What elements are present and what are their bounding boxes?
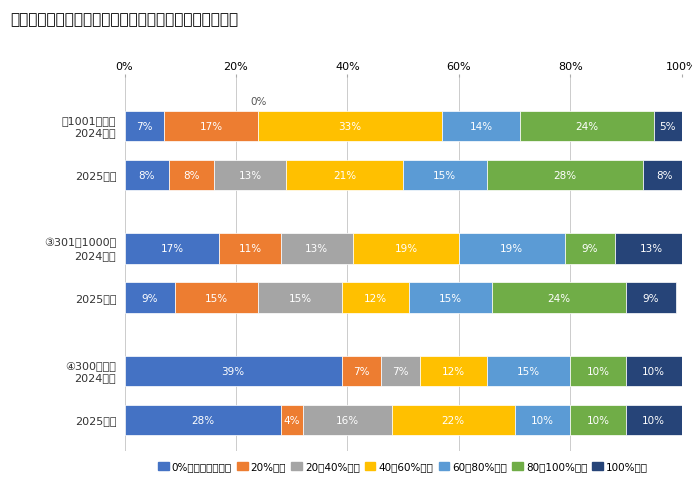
Bar bbox=[280, 233, 353, 264]
Text: 13%: 13% bbox=[639, 244, 662, 254]
Bar bbox=[565, 233, 614, 264]
Bar bbox=[342, 283, 409, 313]
Bar bbox=[353, 233, 459, 264]
Text: 28%: 28% bbox=[191, 415, 214, 425]
Text: ④300名以下
2024年卒: ④300名以下 2024年卒 bbox=[65, 360, 116, 383]
Bar bbox=[486, 160, 643, 191]
Text: 22%: 22% bbox=[441, 415, 465, 425]
Bar bbox=[174, 283, 258, 313]
Bar bbox=[258, 283, 342, 313]
Text: 28%: 28% bbox=[553, 170, 576, 180]
Bar bbox=[459, 233, 565, 264]
Text: 21%: 21% bbox=[333, 170, 356, 180]
Text: ［図表１３］採用計画に対する内定者充足率の前年比較: ［図表１３］採用計画に対する内定者充足率の前年比較 bbox=[10, 13, 239, 28]
Text: 2025年卒: 2025年卒 bbox=[75, 293, 116, 303]
Bar bbox=[125, 111, 163, 142]
Bar bbox=[163, 111, 258, 142]
Text: 9%: 9% bbox=[643, 293, 659, 303]
Text: 4%: 4% bbox=[284, 415, 300, 425]
Bar bbox=[381, 356, 420, 387]
Bar bbox=[409, 283, 492, 313]
Text: ③301～1000名
2024年卒: ③301～1000名 2024年卒 bbox=[44, 237, 116, 261]
Text: 8%: 8% bbox=[183, 170, 200, 180]
Bar bbox=[520, 111, 654, 142]
Text: 15%: 15% bbox=[205, 293, 228, 303]
Text: 15%: 15% bbox=[289, 293, 311, 303]
Text: 13%: 13% bbox=[238, 170, 262, 180]
Bar bbox=[626, 356, 682, 387]
Bar bbox=[125, 160, 169, 191]
Bar bbox=[403, 160, 486, 191]
Bar bbox=[280, 405, 303, 435]
Text: 16%: 16% bbox=[336, 415, 359, 425]
Bar bbox=[219, 233, 280, 264]
Text: 39%: 39% bbox=[221, 366, 245, 376]
Text: 14%: 14% bbox=[469, 122, 493, 132]
Text: 11%: 11% bbox=[238, 244, 262, 254]
Text: 、1001名以上
2024年卒: 、1001名以上 2024年卒 bbox=[62, 115, 116, 138]
Text: 5%: 5% bbox=[659, 122, 676, 132]
Bar bbox=[654, 111, 682, 142]
Bar bbox=[214, 160, 286, 191]
Bar bbox=[626, 283, 676, 313]
Text: 19%: 19% bbox=[394, 244, 417, 254]
Bar bbox=[125, 233, 219, 264]
Text: 24%: 24% bbox=[547, 293, 571, 303]
Bar bbox=[626, 405, 682, 435]
Bar bbox=[258, 111, 442, 142]
Text: 15%: 15% bbox=[517, 366, 540, 376]
Bar bbox=[614, 233, 687, 264]
Text: 10%: 10% bbox=[587, 366, 610, 376]
Legend: 0%（内定者ゼロ）, 20%未満, 20～40%未満, 40～60%未満, 60～80%未満, 80～100%未満, 100%以上: 0%（内定者ゼロ）, 20%未満, 20～40%未満, 40～60%未満, 60… bbox=[154, 457, 652, 475]
Bar bbox=[125, 283, 174, 313]
Text: 7%: 7% bbox=[353, 366, 370, 376]
Text: 12%: 12% bbox=[441, 366, 465, 376]
Text: 10%: 10% bbox=[642, 366, 665, 376]
Bar bbox=[342, 356, 381, 387]
Text: 12%: 12% bbox=[364, 293, 387, 303]
Text: 24%: 24% bbox=[575, 122, 599, 132]
Text: 19%: 19% bbox=[500, 244, 523, 254]
Bar bbox=[392, 405, 514, 435]
Text: 17%: 17% bbox=[199, 122, 222, 132]
Text: 9%: 9% bbox=[581, 244, 598, 254]
Bar bbox=[125, 356, 342, 387]
Text: 9%: 9% bbox=[141, 293, 158, 303]
Bar bbox=[303, 405, 392, 435]
Bar bbox=[492, 283, 626, 313]
Text: 7%: 7% bbox=[136, 122, 152, 132]
Text: 8%: 8% bbox=[138, 170, 155, 180]
Text: 7%: 7% bbox=[392, 366, 408, 376]
Text: 15%: 15% bbox=[433, 170, 457, 180]
Text: 10%: 10% bbox=[587, 415, 610, 425]
Bar bbox=[442, 111, 520, 142]
Bar bbox=[486, 356, 570, 387]
Text: 2025年卒: 2025年卒 bbox=[75, 415, 116, 425]
Bar bbox=[125, 405, 280, 435]
Bar bbox=[570, 405, 626, 435]
Text: 10%: 10% bbox=[531, 415, 554, 425]
Text: 17%: 17% bbox=[161, 244, 183, 254]
Bar bbox=[420, 356, 486, 387]
Text: 15%: 15% bbox=[439, 293, 462, 303]
Text: 10%: 10% bbox=[642, 415, 665, 425]
Text: 8%: 8% bbox=[657, 170, 673, 180]
Text: 2025年卒: 2025年卒 bbox=[75, 170, 116, 180]
Text: 0%: 0% bbox=[250, 96, 266, 106]
Text: 33%: 33% bbox=[338, 122, 362, 132]
Bar bbox=[169, 160, 214, 191]
Bar bbox=[570, 356, 626, 387]
Bar bbox=[286, 160, 403, 191]
Text: 13%: 13% bbox=[305, 244, 328, 254]
Bar bbox=[514, 405, 570, 435]
Bar bbox=[643, 160, 687, 191]
